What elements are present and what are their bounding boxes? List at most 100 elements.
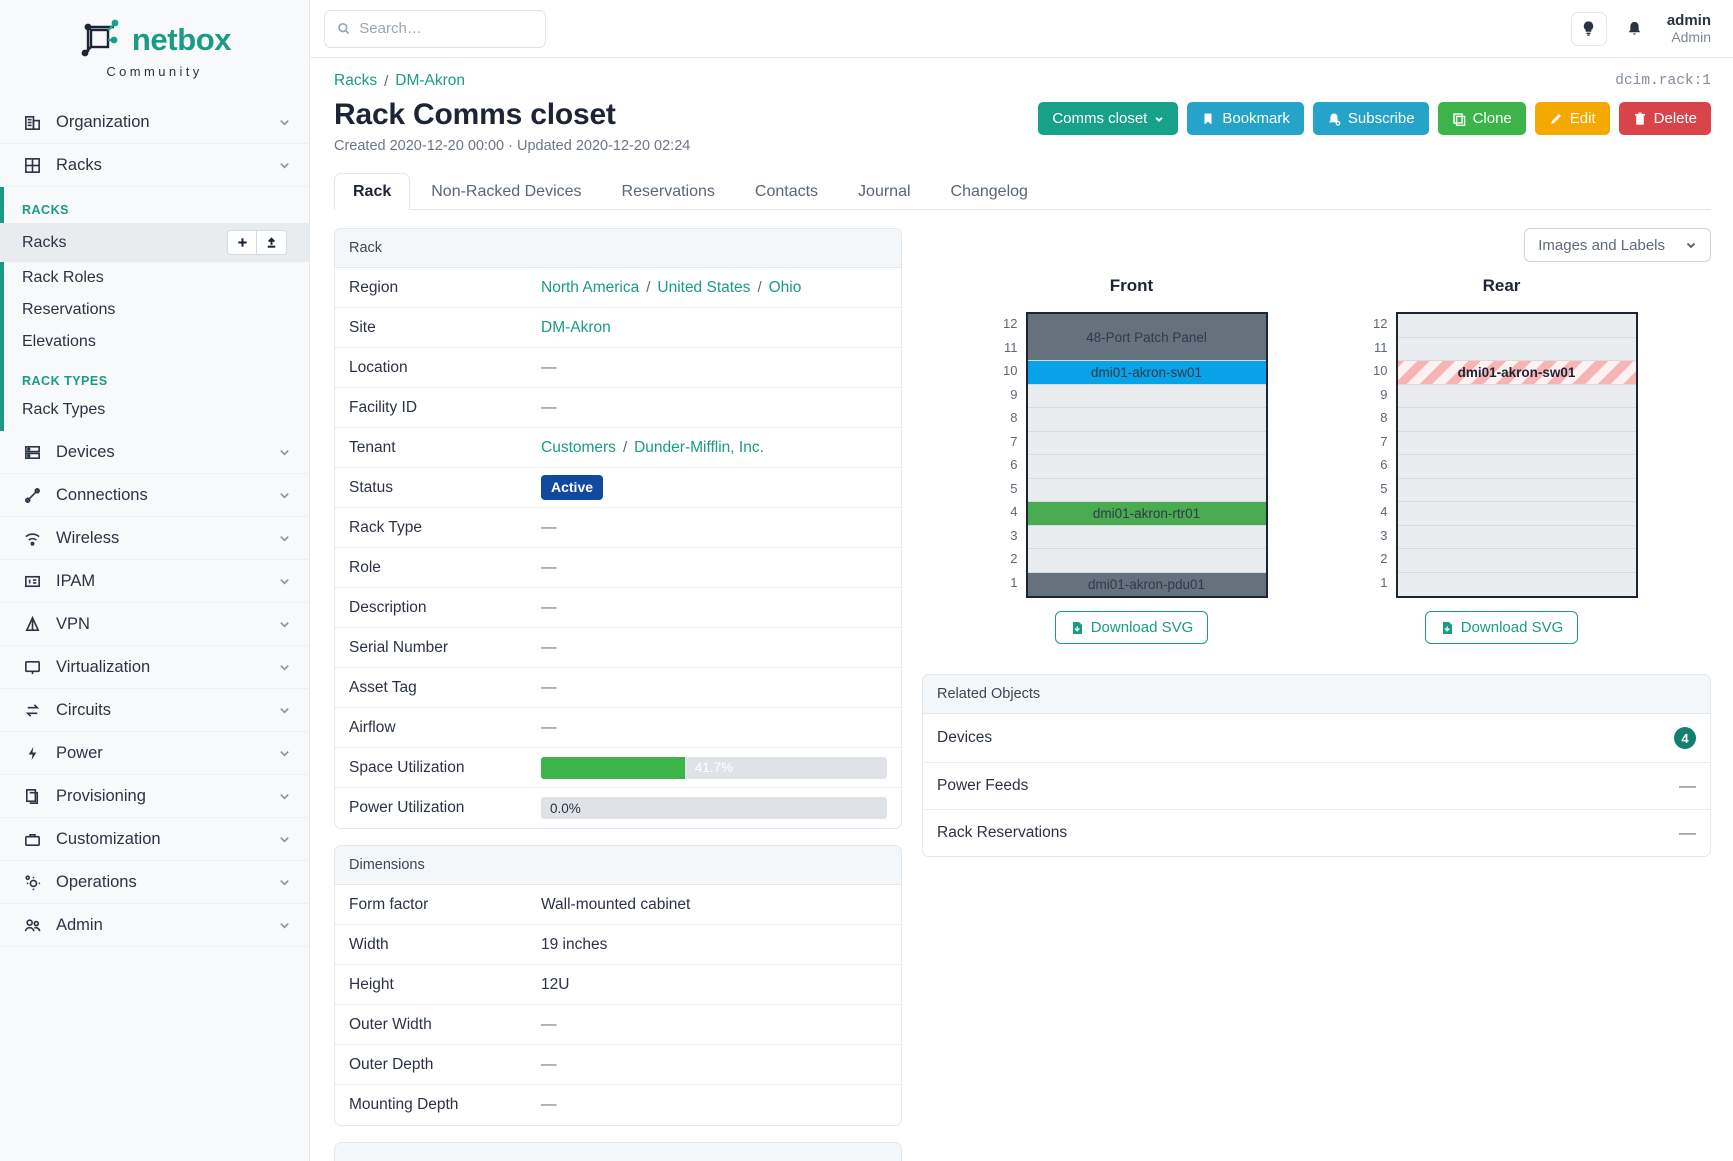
tab-changelog[interactable]: Changelog: [950, 183, 1028, 200]
rack-unit-empty[interactable]: [1027, 455, 1266, 479]
user-menu[interactable]: admin Admin: [1667, 12, 1711, 45]
chevron-down-icon: [280, 119, 289, 126]
region-link-united-states[interactable]: United States: [657, 278, 751, 296]
sidebar-group-power[interactable]: Power: [0, 732, 309, 775]
rack-grid-icon: [22, 155, 42, 175]
sidebar-group-ipam[interactable]: IPAM: [0, 560, 309, 603]
tenant-link[interactable]: Dunder-Mifflin, Inc.: [634, 438, 764, 456]
rack-unit-empty[interactable]: [1397, 549, 1636, 573]
sidebar-group-provisioning[interactable]: Provisioning: [0, 775, 309, 818]
clone-button[interactable]: Clone: [1437, 102, 1526, 135]
building-icon: [22, 112, 42, 132]
rack-unit-empty[interactable]: [1027, 431, 1266, 455]
top-bar: admin Admin: [310, 0, 1733, 58]
row-value: —: [541, 358, 557, 376]
import-racks-button[interactable]: [257, 230, 287, 255]
table-row-space-utilization: Space Utilization 41.7%: [335, 748, 901, 788]
region-link-ohio[interactable]: Ohio: [768, 278, 802, 296]
rack-unit-device[interactable]: dmi01-akron-sw01: [1397, 361, 1636, 385]
sidebar-item-rack-roles[interactable]: Rack Roles: [0, 262, 309, 294]
search-input[interactable]: [359, 20, 533, 37]
chevron-down-icon: [1686, 242, 1696, 249]
sidebar: netbox Community Organization Racks RACK…: [0, 0, 310, 1161]
sidebar-group-circuits[interactable]: Circuits: [0, 689, 309, 732]
tab-reservations[interactable]: Reservations: [621, 183, 715, 200]
related-object-power-feeds[interactable]: Power Feeds —: [923, 763, 1710, 810]
bookmark-button[interactable]: Bookmark: [1187, 102, 1304, 135]
tab-contacts[interactable]: Contacts: [754, 183, 819, 200]
add-rack-button[interactable]: [227, 230, 257, 255]
rack-unit-empty[interactable]: [1397, 502, 1636, 526]
related-object-count: 4: [1674, 727, 1696, 749]
delete-button[interactable]: Delete: [1618, 102, 1711, 135]
rack-unit-empty[interactable]: [1027, 408, 1266, 432]
sidebar-group-wireless[interactable]: Wireless: [0, 517, 309, 560]
tab-rack[interactable]: Rack: [334, 173, 411, 210]
edit-button[interactable]: Edit: [1534, 102, 1610, 135]
related-object-rack-reservations[interactable]: Rack Reservations —: [923, 810, 1710, 856]
rack-unit-device[interactable]: dmi01-akron-sw01: [1027, 361, 1266, 385]
search-box[interactable]: [324, 9, 546, 48]
row-key: Description: [349, 598, 427, 616]
notifications-button[interactable]: [1616, 11, 1653, 46]
button-label: Bookmark: [1222, 110, 1290, 127]
download-svg-front-button[interactable]: Download SVG: [1054, 611, 1209, 644]
row-key: Width: [349, 935, 389, 953]
rack-unit-empty[interactable]: [1397, 525, 1636, 549]
download-svg-rear-button[interactable]: Download SVG: [1424, 611, 1579, 644]
rack-unit-empty[interactable]: [1027, 478, 1266, 502]
related-objects-title: Related Objects: [923, 675, 1710, 714]
sidebar-group-connections[interactable]: Connections: [0, 474, 309, 517]
sidebar-item-reservations[interactable]: Reservations: [0, 294, 309, 326]
breadcrumb-item-site[interactable]: DM-Akron: [395, 72, 466, 89]
rack-unit-empty[interactable]: [1397, 455, 1636, 479]
sidebar-group-customization[interactable]: Customization: [0, 818, 309, 861]
sidebar-item-rack-types[interactable]: Rack Types: [0, 394, 309, 431]
rack-unit-device[interactable]: dmi01-akron-rtr01: [1027, 502, 1266, 526]
connections-icon: [22, 485, 42, 505]
sidebar-group-label: Circuits: [56, 700, 112, 719]
sidebar-group-devices[interactable]: Devices: [0, 431, 309, 474]
rack-unit-empty[interactable]: [1397, 314, 1636, 338]
rack-unit-empty[interactable]: [1027, 525, 1266, 549]
sidebar-group-operations[interactable]: Operations: [0, 861, 309, 904]
rack-unit-device[interactable]: 48-Port Patch Panel: [1027, 314, 1266, 361]
sidebar-item-elevations[interactable]: Elevations: [0, 326, 309, 358]
rack-unit-empty[interactable]: [1027, 549, 1266, 573]
tab-journal[interactable]: Journal: [858, 183, 911, 200]
site-link[interactable]: DM-Akron: [541, 318, 611, 336]
sidebar-group-vpn[interactable]: VPN: [0, 603, 309, 646]
region-link-north-america[interactable]: North America: [541, 278, 640, 296]
select-value: Images and Labels: [1538, 236, 1665, 254]
elevation-display-select[interactable]: Images and Labels: [1524, 228, 1711, 262]
brand-logo-block[interactable]: netbox Community: [0, 0, 309, 89]
unit-number: 1: [1010, 574, 1018, 590]
button-label: Subscribe: [1347, 110, 1415, 127]
theme-toggle-button[interactable]: [1570, 11, 1607, 46]
subscribe-button[interactable]: Subscribe: [1312, 102, 1429, 135]
rack-unit-empty[interactable]: [1397, 384, 1636, 408]
sidebar-group-racks[interactable]: Racks: [0, 144, 309, 187]
rack-unit-empty[interactable]: [1397, 572, 1636, 596]
table-row-width: Width 19 inches: [335, 925, 901, 965]
related-object-devices[interactable]: Devices 4: [923, 714, 1710, 763]
front-unit-axis: 12 11 10 9 8 7 6 5 4 3 2 1: [996, 312, 1026, 598]
rack-context-dropdown-button[interactable]: Comms closet: [1038, 102, 1179, 135]
tab-non-racked-devices[interactable]: Non-Racked Devices: [431, 183, 582, 200]
rack-unit-device[interactable]: dmi01-akron-pdu01: [1027, 572, 1266, 596]
sidebar-group-virtualization[interactable]: Virtualization: [0, 646, 309, 689]
rack-unit-empty[interactable]: [1397, 337, 1636, 361]
breadcrumb-item-racks[interactable]: Racks: [334, 72, 378, 89]
chevron-down-icon: [280, 750, 289, 757]
sidebar-group-admin[interactable]: Admin: [0, 904, 309, 947]
sidebar-group-organization[interactable]: Organization: [0, 101, 309, 144]
rack-unit-empty[interactable]: [1027, 384, 1266, 408]
rack-unit-empty[interactable]: [1397, 478, 1636, 502]
page-content: Racks / DM-Akron dcim.rack:1 Rack Comms …: [310, 58, 1733, 1161]
rack-unit-empty[interactable]: [1397, 431, 1636, 455]
rack-unit-empty[interactable]: [1397, 408, 1636, 432]
tenant-group-link[interactable]: Customers: [541, 438, 616, 456]
gear-icon: [22, 872, 42, 892]
sidebar-item-racks[interactable]: Racks: [0, 223, 309, 262]
chevron-down-icon: [1155, 116, 1163, 122]
